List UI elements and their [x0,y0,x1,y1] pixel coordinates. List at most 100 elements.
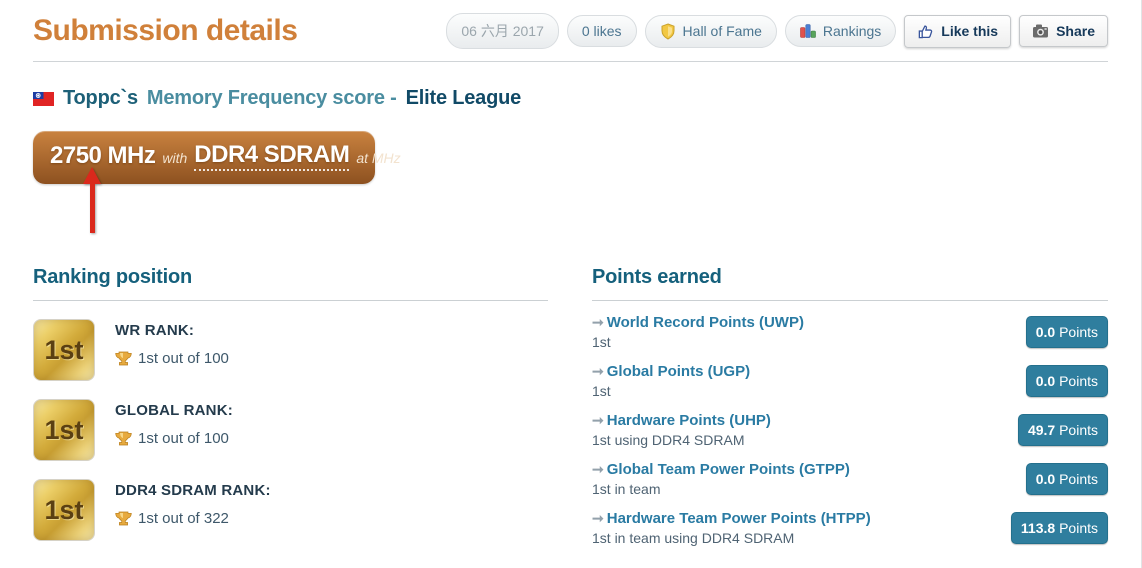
red-pointer-arrow-icon [82,167,102,233]
score-hardware-link[interactable]: DDR4 SDRAM [194,141,350,171]
score-with-text: with [162,150,188,166]
points-value: 0.0 [1035,324,1056,340]
arrow-right-icon: ➞ [592,363,604,379]
rank-detail: 1st out of 322 [115,510,271,527]
points-row-ugp: ➞ Global Points (UGP) 1st 0.0 Points [592,363,1108,399]
rank-label: WR RANK: [115,322,195,339]
points-name-link[interactable]: ➞ Hardware Points (UHP) [592,412,771,429]
points-name-text: Hardware Points (UHP) [606,412,771,429]
arrow-right-icon: ➞ [592,314,604,330]
rank-row-hardware: 1st DDR4 SDRAM RANK: 1st out of 322 [33,479,548,541]
score-value: 2750 MHz [50,142,156,169]
points-name-text: World Record Points (UWP) [606,314,804,331]
rank-label: DDR4 SDRAM RANK: [115,482,271,499]
rank-info: DDR4 SDRAM RANK: 1st out of 322 [115,479,271,527]
ranking-position-section: Ranking position 1st WR RANK: 1st out of… [33,266,548,546]
points-value: 0.0 [1035,373,1056,389]
trophy-icon [115,511,132,527]
rank-info: WR RANK: 1st out of 100 [115,319,229,367]
rank-detail: 1st out of 100 [115,430,233,447]
points-info: ➞ Hardware Team Power Points (HTPP) 1st … [592,510,871,546]
submission-benchmark-link[interactable]: Memory Frequency score - [146,87,397,109]
rankings-button[interactable]: Rankings [784,15,897,47]
points-unit: Points [1059,471,1098,487]
trophy-icon [115,351,132,367]
header-badges: 06 六月 2017 0 likes Hall of Fame Rankings [446,13,1108,49]
trophy-icon [115,431,132,447]
rank-detail-text: 1st out of 100 [138,430,229,447]
submission-owner-link[interactable]: Toppc`s [63,87,138,109]
likes-badge: 0 likes [566,15,637,47]
points-row-htpp: ➞ Hardware Team Power Points (HTPP) 1st … [592,510,1108,546]
rank-badge-gold: 1st [33,399,95,461]
shield-icon [660,22,676,40]
arrow-right-icon: ➞ [592,412,604,428]
details-columns: Ranking position 1st WR RANK: 1st out of… [33,266,1108,546]
points-info: ➞ World Record Points (UWP) 1st [592,314,804,350]
rank-badge-gold: 1st [33,319,95,381]
points-name-text: Global Points (UGP) [606,363,751,380]
points-row-uwp: ➞ World Record Points (UWP) 1st 0.0 Poin… [592,314,1108,350]
likes-label: 0 likes [581,23,622,39]
hall-of-fame-label: Hall of Fame [682,23,762,39]
like-this-button[interactable]: Like this [904,14,1012,48]
submission-league: Elite League [405,87,522,109]
rankings-label: Rankings [822,23,882,39]
bar-chart-icon [800,24,816,38]
header-divider [33,61,1108,62]
rank-badge-gold: 1st [33,479,95,541]
ranking-position-title: Ranking position [33,266,548,301]
points-unit: Points [1059,324,1098,340]
rank-row-global: 1st GLOBAL RANK: 1st out of 100 [33,399,548,461]
page-header: Submission details 06 六月 2017 0 likes Ha… [33,0,1108,49]
share-button[interactable]: Share [1019,15,1108,47]
points-detail: 1st in team using DDR4 SDRAM [592,530,795,546]
points-name-link[interactable]: ➞ Global Points (UGP) [592,363,750,380]
points-value-badge: 0.0 Points [1025,365,1108,397]
rank-label: GLOBAL RANK: [115,402,233,419]
points-unit: Points [1059,422,1098,438]
arrow-right-icon: ➞ [592,461,604,477]
rank-detail-text: 1st out of 322 [138,510,229,527]
points-detail: 1st using DDR4 SDRAM [592,432,745,448]
page-title: Submission details [33,14,298,47]
points-name-text: Hardware Team Power Points (HTPP) [606,510,871,527]
points-value-badge: 0.0 Points [1025,463,1108,495]
points-row-uhp: ➞ Hardware Points (UHP) 1st using DDR4 S… [592,412,1108,448]
points-name-link[interactable]: ➞ Hardware Team Power Points (HTPP) [592,510,871,527]
points-name-text: Global Team Power Points (GTPP) [606,461,850,478]
points-detail: 1st in team [592,481,661,497]
points-name-link[interactable]: ➞ Global Team Power Points (GTPP) [592,461,850,478]
points-unit: Points [1059,520,1098,536]
rank-detail: 1st out of 100 [115,350,229,367]
points-value-badge: 113.8 Points [1010,512,1108,544]
submission-title: Toppc`s Memory Frequency score - Elite L… [33,87,1108,110]
hall-of-fame-button[interactable]: Hall of Fame [644,14,777,48]
thumbs-up-icon [917,23,934,40]
score-unit-text: at MHz [356,150,401,166]
share-label: Share [1056,23,1095,39]
points-detail: 1st [592,334,611,350]
points-value: 0.0 [1035,471,1056,487]
score-banner-area: 2750 MHz with DDR4 SDRAM at MHz [33,131,401,233]
date-badge: 06 六月 2017 [446,13,559,49]
points-info: ➞ Hardware Points (UHP) 1st using DDR4 S… [592,412,771,448]
points-earned-section: Points earned ➞ World Record Points (UWP… [592,266,1108,546]
points-name-link[interactable]: ➞ World Record Points (UWP) [592,314,804,331]
arrow-right-icon: ➞ [592,510,604,526]
rank-info: GLOBAL RANK: 1st out of 100 [115,399,233,447]
points-info: ➞ Global Points (UGP) 1st [592,363,750,399]
rank-row-wr: 1st WR RANK: 1st out of 100 [33,319,548,381]
points-earned-title: Points earned [592,266,1108,301]
like-this-label: Like this [941,23,999,39]
points-info: ➞ Global Team Power Points (GTPP) 1st in… [592,461,850,497]
rank-detail-text: 1st out of 100 [138,350,229,367]
date-label: 06 六月 2017 [461,23,544,39]
points-unit: Points [1059,373,1098,389]
points-value: 49.7 [1027,422,1056,438]
points-row-gtpp: ➞ Global Team Power Points (GTPP) 1st in… [592,461,1108,497]
taiwan-flag-icon [33,91,54,106]
camera-icon [1032,23,1049,39]
points-value-badge: 0.0 Points [1025,316,1108,348]
